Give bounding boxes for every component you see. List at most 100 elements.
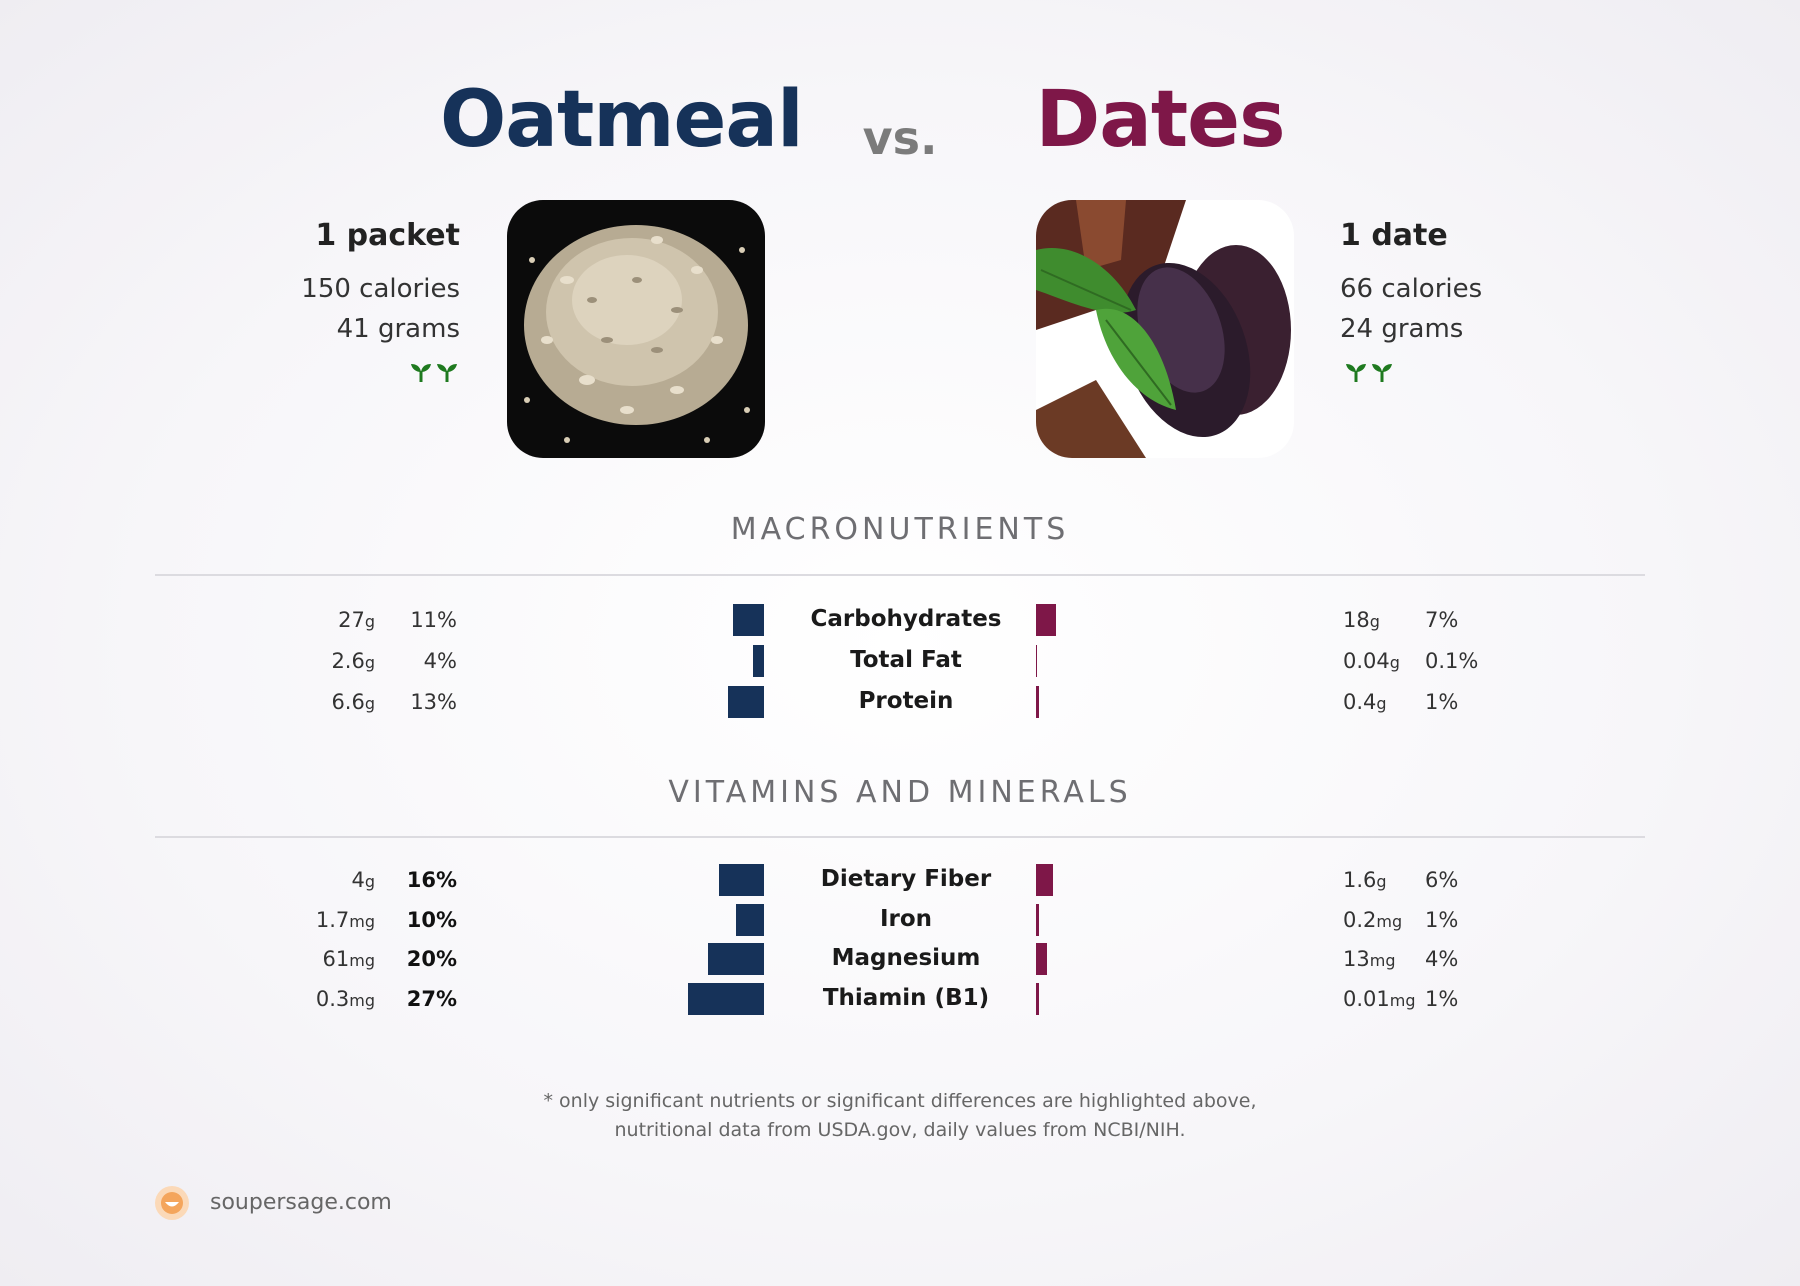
left-amount: 1.7mg [255, 908, 375, 932]
left-serving: 1 packet [315, 218, 460, 253]
right-amount: 18g [1343, 608, 1443, 632]
oatmeal-image [507, 200, 765, 458]
right-percent: 1% [1425, 986, 1459, 1011]
left-percent: 20% [406, 947, 457, 971]
right-amount: 0.2mg [1343, 908, 1443, 932]
brand-logo-icon [154, 1185, 190, 1225]
left-amount: 0.3mg [255, 987, 375, 1011]
dates-image [1036, 200, 1294, 458]
right-percent: 7% [1425, 608, 1459, 632]
right-amount-unit: g [1376, 872, 1387, 891]
right-percent: 4% [1425, 947, 1459, 971]
nutrient-label: Dietary Fiber [820, 866, 992, 892]
left-grams: 41 grams [336, 314, 460, 344]
left-amount: 2.6g [255, 649, 375, 673]
right-amount: 0.01mg [1343, 987, 1443, 1011]
left-percent: 11% [410, 608, 457, 632]
right-diet-icons [1345, 362, 1393, 386]
left-amount-unit: g [364, 694, 375, 713]
right-bar [1036, 645, 1037, 677]
left-amount-unit: g [364, 872, 375, 891]
left-amount-value: 0.3 [315, 986, 350, 1011]
vitamins-section-title: VITAMINS AND MINERALS [668, 775, 1132, 810]
left-calories: 150 calories [301, 274, 460, 304]
right-amount-unit: mg [1376, 911, 1403, 931]
right-bar [1036, 864, 1053, 896]
left-amount-value: 1.7 [315, 907, 350, 932]
left-bar [733, 604, 764, 636]
right-serving: 1 date [1340, 218, 1448, 253]
right-bar [1036, 903, 1039, 936]
left-bar [736, 903, 764, 936]
right-amount-value: 13 [1343, 947, 1370, 971]
right-bar [1036, 943, 1048, 975]
left-amount: 4g [255, 868, 375, 892]
right-bar [1036, 686, 1039, 718]
right-amount-unit: mg [1389, 990, 1416, 1010]
footnote-line2: nutritional data from USDA.gov, daily va… [614, 1119, 1186, 1141]
left-percent: 27% [406, 986, 457, 1011]
left-bar [727, 686, 764, 718]
left-percent: 16% [406, 868, 457, 892]
left-bar [719, 864, 764, 896]
left-diet-icons [406, 362, 458, 386]
right-amount-value: 0.2 [1343, 907, 1377, 932]
left-amount-unit: mg [349, 951, 375, 970]
nutrient-label: Protein [858, 688, 954, 714]
right-percent: 1% [1425, 690, 1459, 714]
left-food-title: Oatmeal [440, 75, 804, 165]
left-percent: 13% [410, 690, 457, 714]
left-amount: 6.6g [255, 690, 375, 714]
left-bar [708, 943, 764, 975]
right-amount-unit: g [1376, 694, 1387, 713]
left-percent: 4% [423, 649, 457, 673]
sprout-icon [1345, 362, 1367, 382]
right-amount-value: 0.04 [1343, 649, 1390, 673]
nutrient-label: Total Fat [850, 647, 962, 673]
right-amount-unit: mg [1369, 951, 1396, 970]
right-amount: 0.04g [1343, 649, 1443, 673]
nutrient-label: Magnesium [831, 945, 981, 971]
left-amount-value: 27 [338, 608, 365, 632]
vitamins-divider [155, 836, 1645, 838]
left-amount-value: 6.6 [331, 690, 365, 714]
right-percent: 0.1% [1425, 649, 1479, 673]
left-amount-value: 61 [322, 947, 350, 971]
left-amount-unit: g [364, 653, 375, 672]
nutrient-label: Carbohydrates [810, 606, 1002, 632]
right-bar [1036, 982, 1039, 1015]
nutrient-label: Iron [879, 905, 933, 932]
left-amount-unit: mg [349, 990, 375, 1010]
right-amount: 0.4g [1343, 690, 1443, 714]
footnote-line1: * only significant nutrients or signific… [543, 1090, 1257, 1112]
macros-divider [155, 574, 1645, 576]
right-amount-value: 18 [1343, 608, 1370, 632]
right-calories: 66 calories [1340, 274, 1483, 304]
sprout-icon [410, 362, 432, 382]
right-food-title: Dates [1035, 75, 1286, 165]
sprout-icon [1371, 362, 1393, 382]
sprout-icon [436, 362, 458, 382]
left-amount-unit: g [364, 612, 375, 631]
left-amount-value: 4 [351, 868, 365, 892]
left-bar [688, 982, 764, 1015]
vs-label: vs. [862, 111, 938, 165]
left-amount: 61mg [255, 947, 375, 971]
right-amount-value: 0.4 [1343, 690, 1377, 714]
right-amount-value: 0.01 [1343, 986, 1390, 1011]
macros-section-title: MACRONUTRIENTS [730, 512, 1070, 547]
right-amount: 1.6g [1343, 868, 1443, 892]
left-amount-unit: mg [349, 911, 375, 931]
right-bar [1036, 604, 1056, 636]
left-amount-value: 2.6 [331, 649, 365, 673]
right-amount-value: 1.6 [1343, 868, 1377, 892]
brand-link[interactable]: soupersage.com [210, 1190, 392, 1215]
left-amount: 27g [255, 608, 375, 632]
nutrient-label: Thiamin (B1) [822, 984, 990, 1011]
right-amount-unit: g [1389, 653, 1400, 672]
right-amount: 13mg [1343, 947, 1443, 971]
right-amount-unit: g [1369, 612, 1380, 631]
right-percent: 6% [1425, 868, 1459, 892]
left-percent: 10% [406, 907, 457, 932]
right-grams: 24 grams [1340, 314, 1464, 344]
